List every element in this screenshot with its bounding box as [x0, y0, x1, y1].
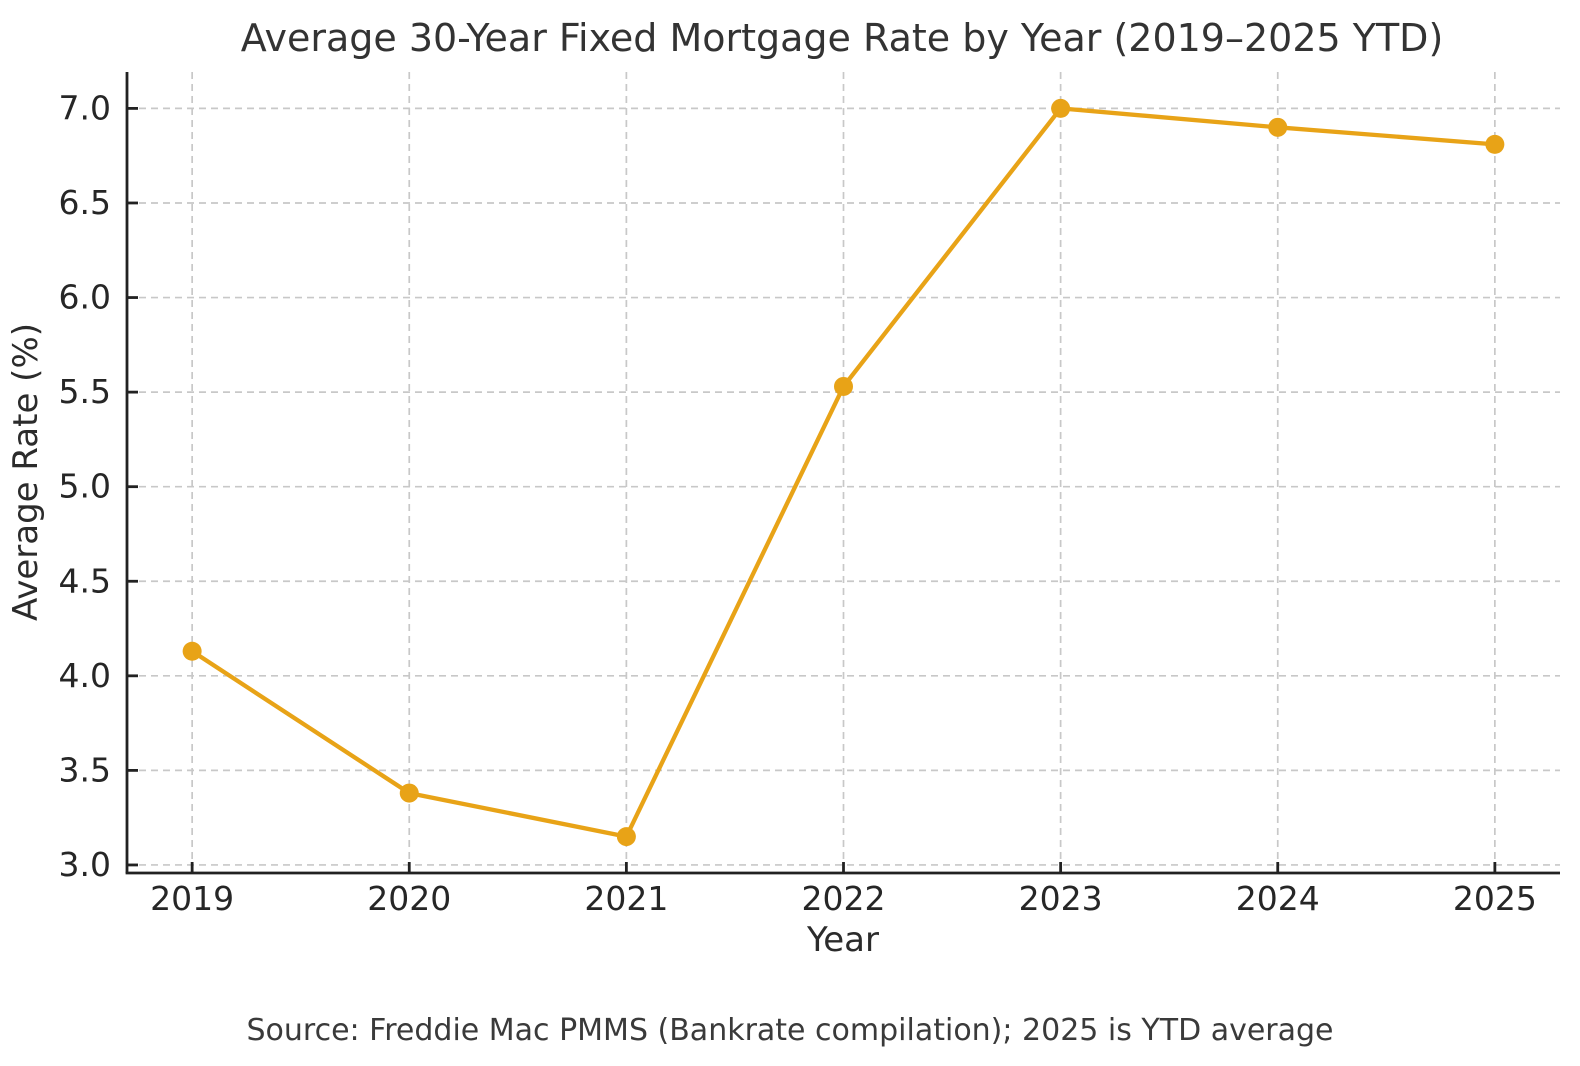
data-point-marker — [182, 641, 202, 661]
y-tick-label: 7.0 — [59, 88, 111, 127]
y-axis-title: Average Rate (%) — [6, 323, 46, 621]
y-tick-label: 6.5 — [59, 183, 111, 222]
y-tick-label: 3.0 — [59, 845, 111, 884]
grid-lines — [127, 72, 1560, 873]
data-point-marker — [399, 783, 419, 803]
x-tick-label: 2023 — [1019, 879, 1103, 918]
data-point-marker — [1485, 134, 1505, 154]
x-tick-label: 2022 — [802, 879, 886, 918]
data-point-marker — [616, 827, 636, 847]
x-tick-label: 2019 — [150, 879, 234, 918]
y-tick-label: 6.0 — [59, 278, 111, 317]
data-point-marker — [834, 376, 853, 396]
axes: 3.0 3.5 4.0 4.5 5.0 5.5 6.0 6.5 7.0 2019 2020 2021 2… — [59, 72, 1560, 918]
source-note: Source: Freddie Mac PMMS (Bankrate compi… — [246, 1013, 1333, 1048]
x-tick-label: 2020 — [367, 879, 451, 918]
x-axis-title: Year — [806, 920, 879, 960]
y-tick-label: 4.5 — [59, 561, 111, 600]
x-tick-label: 2021 — [584, 879, 668, 918]
data-point-marker — [1268, 117, 1288, 137]
x-tick-label: 2024 — [1236, 879, 1320, 918]
y-tick-label: 3.5 — [59, 750, 111, 789]
data-series — [182, 98, 1505, 847]
y-tick-label: 5.0 — [59, 467, 111, 506]
chart-title: Average 30-Year Fixed Mortgage Rate by Y… — [241, 16, 1444, 60]
y-tick-label: 5.5 — [59, 372, 111, 411]
x-tick-label: 2025 — [1453, 879, 1537, 918]
data-point-marker — [1051, 98, 1071, 118]
y-tick-label: 4.0 — [59, 656, 111, 695]
